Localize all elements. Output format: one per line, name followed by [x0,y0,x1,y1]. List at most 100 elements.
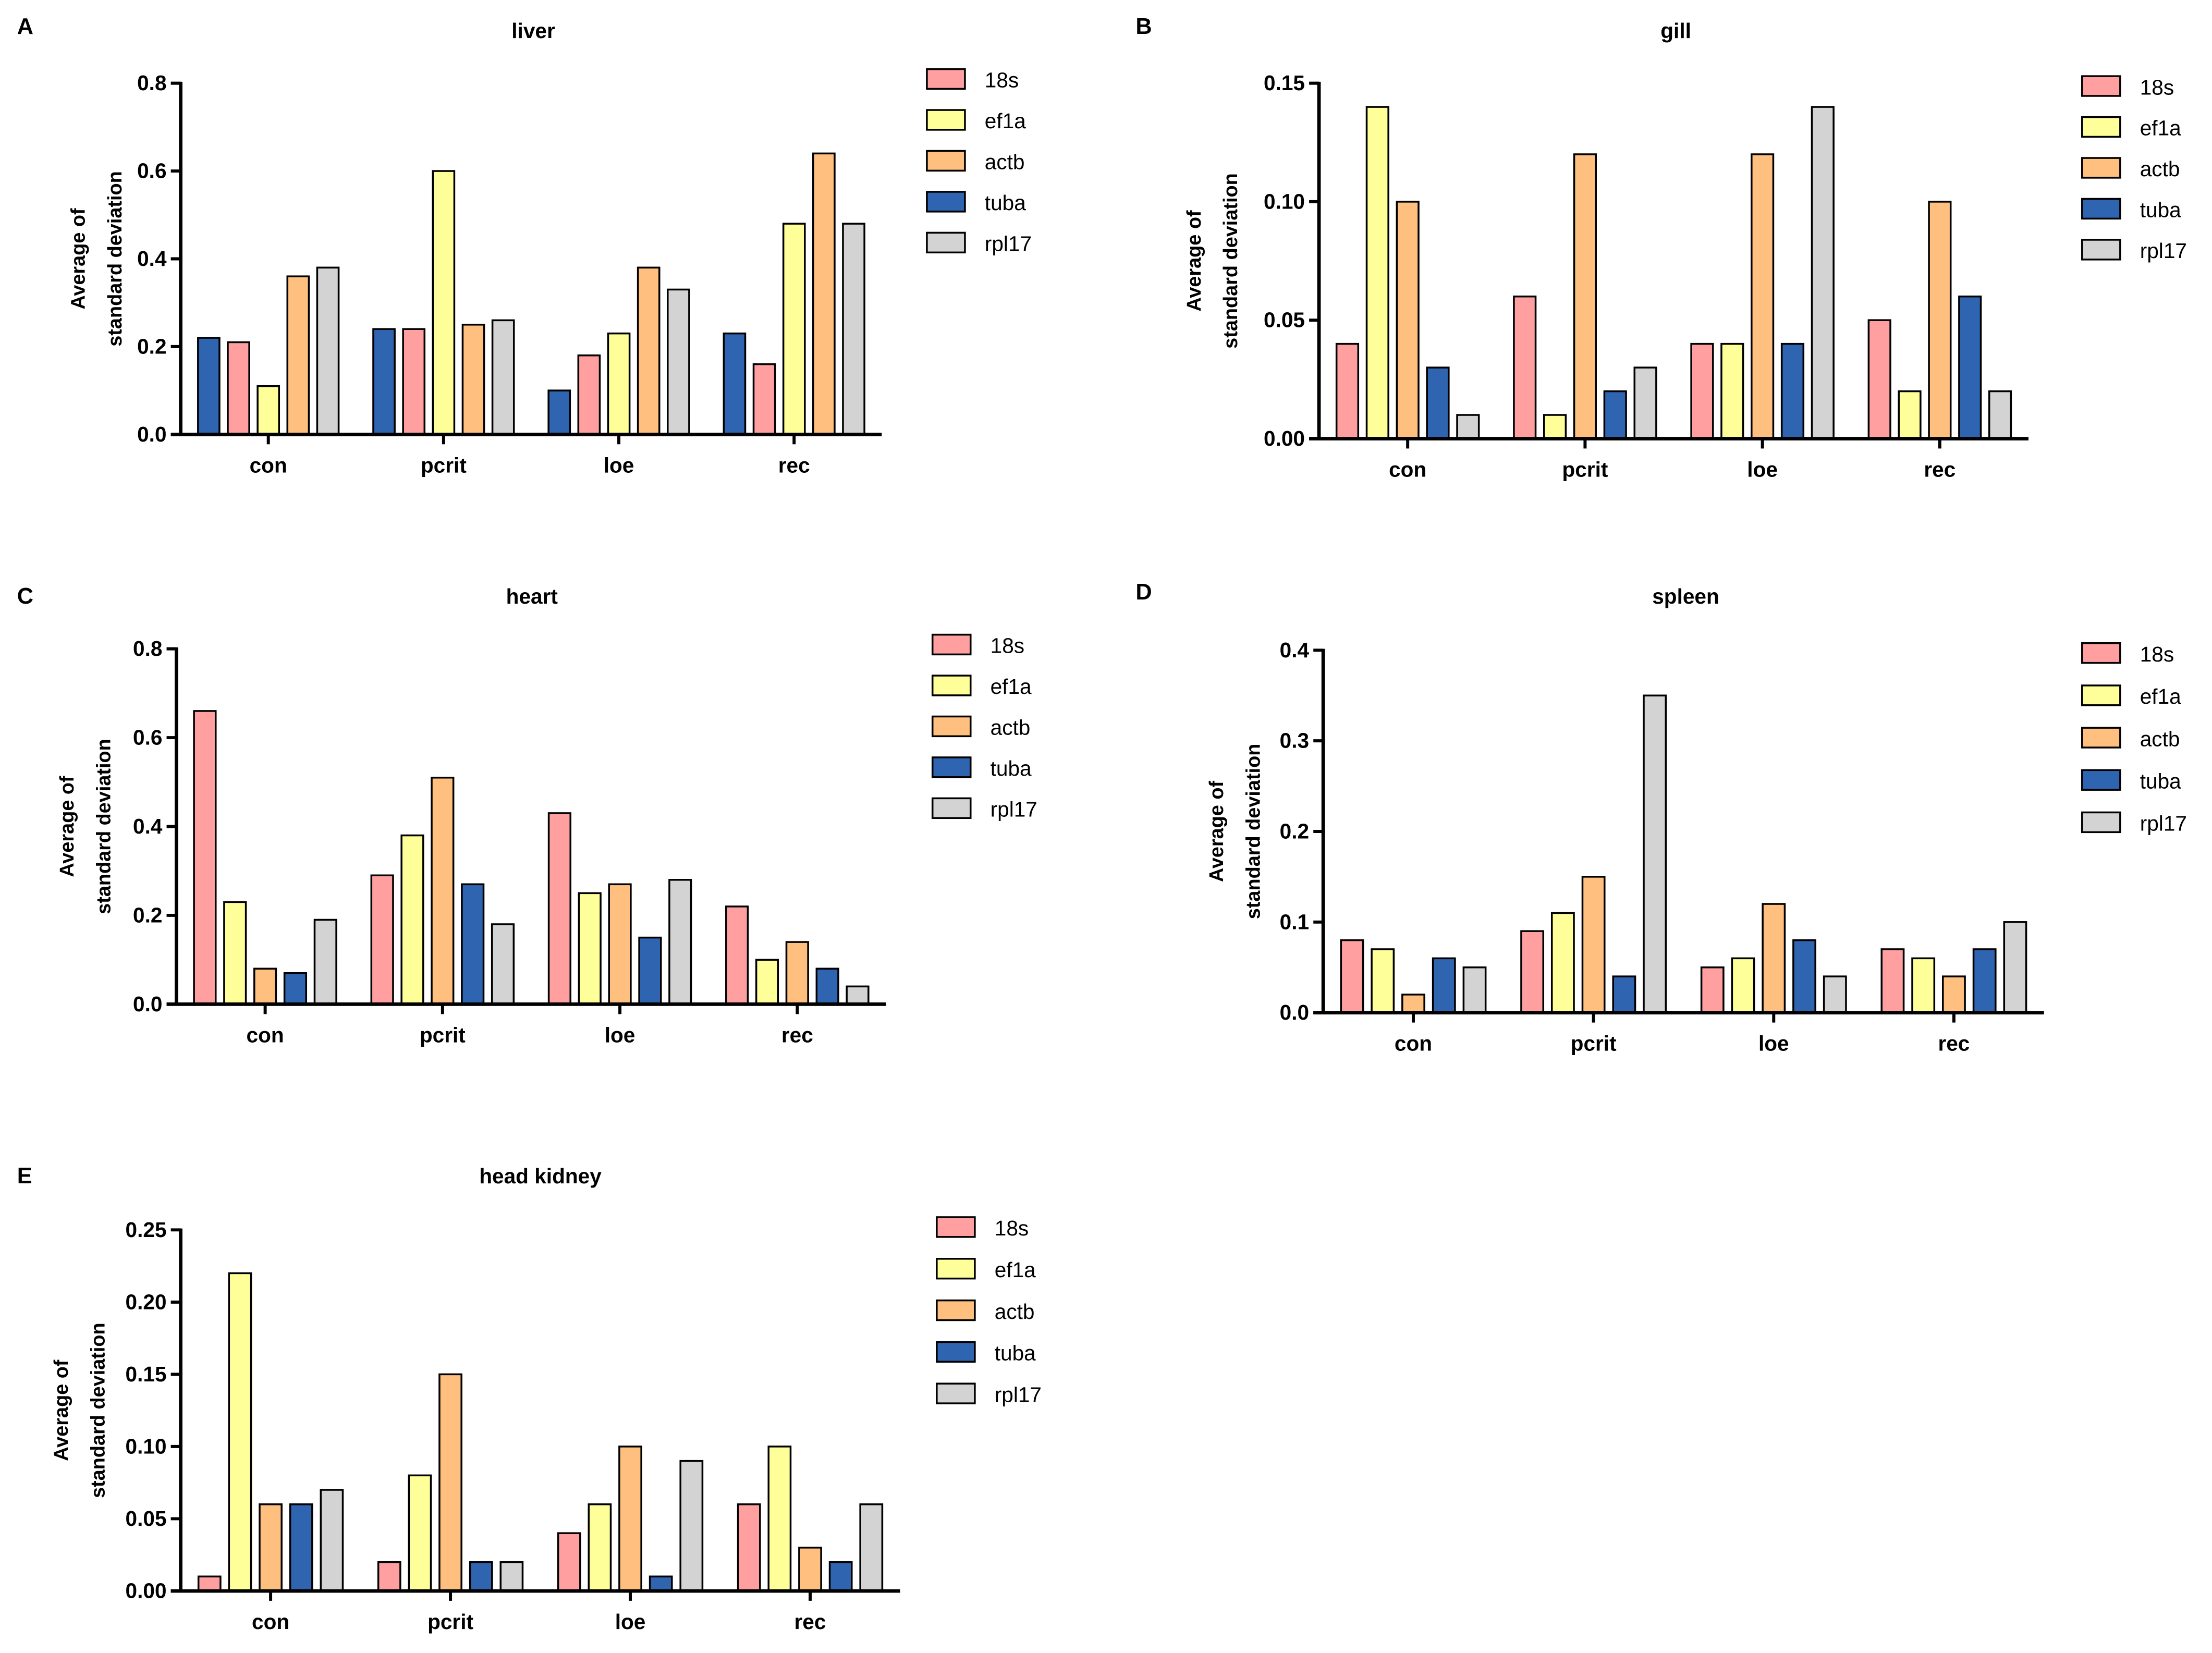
legend-label-tuba: tuba [995,1341,1036,1365]
y-axis-label-line: Average of [1206,780,1228,882]
bar-tuba-loe [1780,342,1805,440]
legend-label-actb: actb [991,716,1031,740]
bar-actb-con [259,1503,283,1592]
y-tick-label: 0.3 [1280,729,1309,753]
bar-actb-loe [608,883,632,1006]
bar-tuba-con [1432,957,1456,1014]
legend: 18s ef1a actb tuba rpl17 [936,1216,1042,1406]
x-tick-label: con [250,453,287,477]
legend-label-18s: 18s [985,68,1019,92]
y-tick-label: 0.4 [1280,638,1310,662]
bar-18s-rec [1867,319,1891,440]
bar-rpl17-loe [667,288,690,436]
y-axis-label-line: standard deviation [1220,173,1242,349]
bar-ef1a-loe [588,1503,612,1592]
bar-18s-loe [1690,342,1714,440]
y-axis-label: Average of standard deviation [68,171,126,347]
legend-label-rpl17: rpl17 [985,232,1032,256]
x-tick-label: rec [795,1610,826,1634]
bar-ef1a-pcrit [1543,414,1567,440]
legend-swatch-ef1a [2081,116,2121,138]
bar-actb-loe [1762,903,1786,1014]
legend-label-ef1a: ef1a [2140,684,2181,708]
legend-swatch-actb [936,1299,976,1321]
y-tick-label: 0.2 [137,334,166,358]
y-tick-label: 0.2 [133,903,162,927]
legend-swatch-rpl17 [2081,239,2121,261]
bar-18s-con [1335,342,1360,440]
x-tick-label: pcrit [420,1023,466,1047]
legend-label-ef1a: ef1a [995,1258,1036,1282]
bar-ef1a-rec [1898,390,1922,440]
legend-label-18s: 18s [991,634,1024,658]
y-axis-label: Average of standard deviation [1183,173,1242,349]
legend-label-actb: actb [2140,157,2180,181]
panel-label: D [1135,580,1152,605]
x-tick-label: loe [605,1023,636,1047]
bar-tuba-pcrit [1603,390,1627,440]
legend: 18s ef1a actb tuba rpl17 [931,634,1037,822]
bar-ef1a-rec [755,959,779,1006]
panel-label: E [17,1164,32,1189]
bar-ef1a-loe [578,892,602,1006]
y-tick-label: 0.10 [1264,189,1305,213]
bar-ef1a-pcrit [408,1474,432,1592]
legend-label-rpl17: rpl17 [991,798,1037,822]
legend-label-rpl17: rpl17 [2140,812,2187,836]
y-axis-label-line: standard deviation [88,1323,109,1498]
bar-18s-loe [577,354,601,436]
bar-actb-con [1396,201,1420,440]
bar-tuba-rec [1958,295,1982,440]
bar-rpl17-con [320,1489,344,1592]
bar-18s-loe [547,812,571,1006]
bar-tuba-rec [815,968,839,1006]
bar-18s-loe [557,1532,581,1592]
legend-swatch-rpl17 [931,797,972,819]
panel-label: C [17,584,33,609]
x-tick-label: con [252,1610,289,1634]
x-tick-label: loe [1758,1032,1789,1056]
legend-label-18s: 18s [2140,75,2174,99]
bar-tuba-pcrit [469,1561,493,1592]
legend-label-tuba: tuba [2140,198,2181,222]
bar-rpl17-pcrit [1643,694,1667,1014]
y-tick-label: 0.0 [133,992,162,1016]
bar-rpl17-rec [859,1503,884,1592]
legend-label-actb: actb [985,150,1025,174]
bar-ef1a-pcrit [400,834,424,1006]
y-axis-label-line: Average of [1183,210,1205,312]
bar-actb-pcrit [461,324,485,436]
bar-ef1a-loe [607,332,631,436]
bar-18s-con [193,710,217,1006]
legend-swatch-18s [2081,642,2121,664]
bar-tuba-pcrit [372,328,396,436]
bar-actb-rec [798,1547,822,1592]
legend-swatch-tuba [926,191,966,213]
y-tick-label: 0.6 [133,726,162,750]
bar-actb-con [253,968,277,1006]
x-tick-label: pcrit [1571,1032,1617,1056]
x-tick-label: rec [778,453,810,477]
y-axis-label-line: standard deviation [1242,744,1264,920]
bar-18s-pcrit [370,874,394,1006]
bar-actb-rec [812,152,836,436]
bar-actb-pcrit [1573,153,1597,440]
y-tick-label: 0.25 [126,1218,167,1242]
bar-tuba-loe [649,1575,673,1592]
legend-label-ef1a: ef1a [2140,116,2181,140]
bar-rpl17-rec [1988,390,2012,440]
bar-tuba-rec [1972,948,1997,1014]
bar-18s-pcrit [1520,930,1545,1014]
legend-label-18s: 18s [2140,642,2174,666]
bar-actb-con [1401,994,1425,1014]
bar-rpl17-con [313,919,337,1006]
bar-tuba-con [197,337,221,436]
bar-rpl17-loe [1823,975,1847,1014]
bar-rpl17-loe [1811,106,1835,440]
panel-label: B [1135,14,1152,39]
bar-rpl17-pcrit [499,1561,524,1592]
y-tick-label: 0.15 [126,1362,167,1386]
y-tick-label: 0.10 [126,1434,167,1458]
legend: 18s ef1a actb tuba rpl17 [2081,642,2187,836]
